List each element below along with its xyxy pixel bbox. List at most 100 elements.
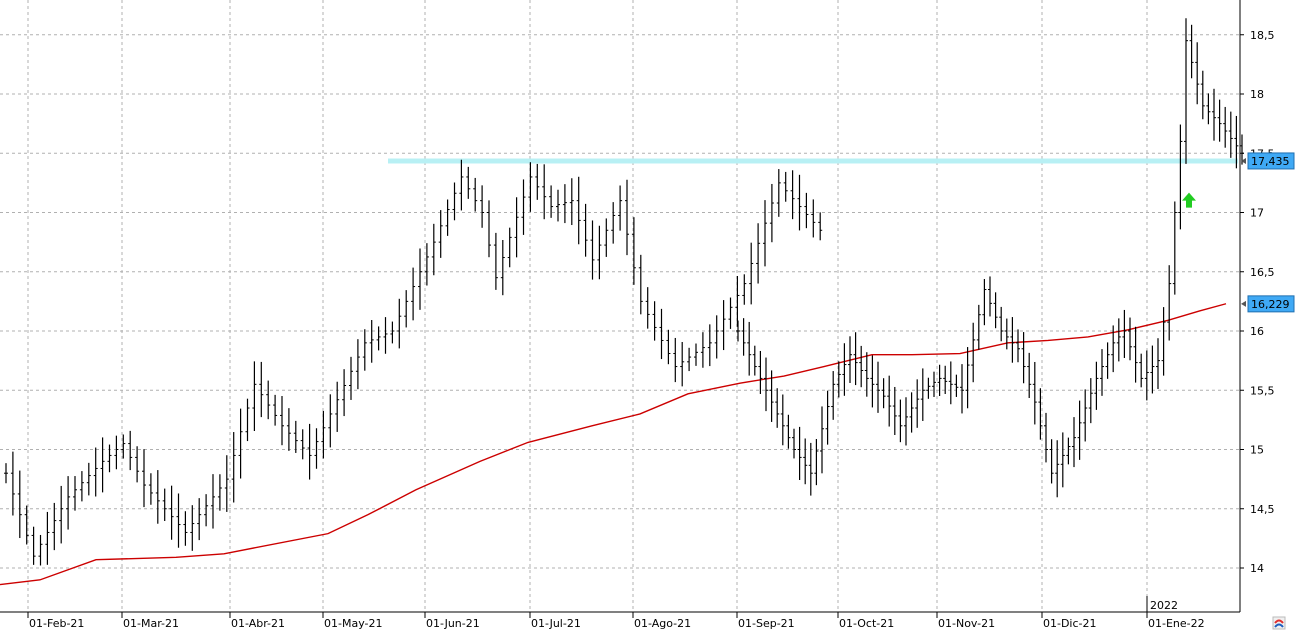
ohlc-bar [10, 451, 15, 516]
ohlc-bar [500, 240, 505, 296]
ohlc-bar [1116, 318, 1121, 362]
ohlc-bar [786, 414, 791, 449]
x-tick-label: 01-Ago-21 [634, 617, 691, 630]
ohlc-bar [321, 410, 326, 459]
ohlc-bar [811, 199, 816, 238]
y-tick-label: 16,5 [1250, 266, 1275, 279]
ohlc-bar [542, 164, 547, 220]
x-tick-label: 01-Jul-21 [531, 617, 581, 630]
ohlc-bar [280, 396, 284, 446]
ohlc-bar [735, 275, 740, 327]
ohlc-bar [1122, 309, 1127, 358]
ohlc-bar [569, 178, 574, 226]
ohlc-bar [694, 343, 698, 366]
ohlc-bar [155, 470, 160, 524]
ohlc-bar [965, 347, 970, 409]
ohlc-bar [1072, 417, 1076, 468]
ohlc-bar [349, 356, 353, 400]
corner-logo-mark [1274, 623, 1284, 628]
ohlc-bar [197, 498, 202, 541]
ohlc-bar [1128, 317, 1132, 361]
ohlc-bar [870, 355, 875, 408]
ohlc-bar [1105, 342, 1110, 379]
ohlc-bar [721, 300, 726, 351]
ohlc-bar [687, 347, 692, 372]
ohlc-bar [1167, 265, 1172, 341]
ohlc-bar [645, 287, 650, 329]
ohlc-bar [514, 197, 519, 258]
ohlc-bar [45, 511, 50, 565]
ohlc-bar [898, 399, 903, 443]
ohlc-bar [1206, 93, 1211, 125]
ohlc-bar [204, 494, 209, 527]
ohlc-bar [86, 462, 91, 496]
ohlc-bar [383, 317, 388, 354]
ohlc-bar [487, 200, 491, 258]
ohlc-bar [797, 426, 802, 481]
x-tick-label: 01-May-21 [324, 617, 382, 630]
ohlc-bar [820, 406, 824, 474]
ohlc-bar [932, 371, 936, 397]
x-tick-label: 01-Dic-21 [1043, 617, 1097, 630]
price-tag-pointer [1241, 300, 1246, 307]
ohlc-bar [604, 218, 609, 257]
ohlc-bar [971, 322, 976, 383]
ohlc-bar [397, 298, 402, 349]
ohlc-bar [355, 339, 360, 390]
ohlc-bar [1060, 432, 1065, 488]
ohlc-bar [780, 394, 785, 446]
ohlc-bar [763, 200, 767, 267]
ohlc-bar [920, 368, 925, 421]
ohlc-bar [52, 502, 57, 551]
ohlc-bar [1212, 88, 1216, 141]
ohlc-bar [238, 408, 243, 479]
ohlc-bar [445, 199, 450, 236]
grid-layer [0, 0, 1240, 612]
x-tick-label: 01-Nov-21 [938, 617, 995, 630]
y-tick-label: 16 [1250, 325, 1264, 338]
ohlc-bar [758, 350, 763, 394]
ohlc-bar [314, 428, 319, 469]
ohlc-bar [904, 397, 908, 446]
ohlc-bar [252, 361, 257, 431]
ohlc-bar [128, 430, 133, 471]
x-tick-label: 01-Feb-21 [29, 617, 84, 630]
ohlc-bar [790, 170, 795, 220]
ohlc-bar [948, 361, 953, 405]
ohlc-bar [1004, 318, 1009, 350]
ohlc-bar [803, 438, 808, 485]
ohlc-bar [224, 455, 229, 512]
ohlc-bar [742, 274, 747, 305]
ohlc-bar [376, 326, 381, 351]
ohlc-bar [114, 435, 119, 470]
ohlc-bar [999, 306, 1004, 342]
ohlc-bar [17, 470, 22, 539]
ohlc-bar [549, 185, 554, 218]
ohlc-bar [638, 254, 643, 315]
ohlc-bar [79, 471, 84, 502]
price-tag-label: 16,229 [1251, 298, 1290, 311]
ohlc-bar [814, 439, 819, 486]
ohlc-bar [390, 321, 395, 344]
ohlc-bar [38, 534, 43, 566]
ohlc-bar [1088, 378, 1093, 424]
ohlc-bar [404, 290, 409, 328]
ohlc-bar [493, 232, 498, 290]
ohlc-bar [1027, 352, 1032, 399]
ohlc-bar [631, 217, 636, 285]
ohlc-bar [859, 345, 864, 388]
ohlc-bar [926, 377, 931, 399]
x-tick-label: 01-Jun-21 [426, 617, 480, 630]
ohlc-bar [369, 320, 374, 363]
price-tag-box [1247, 152, 1295, 170]
ohlc-bar [831, 371, 836, 420]
ohlc-bar [1032, 361, 1037, 425]
price-tag: 16,229 [1241, 295, 1295, 313]
ohlc-bar [747, 321, 752, 376]
ohlc-bar [818, 212, 823, 241]
y-tick-label: 15,5 [1250, 384, 1275, 397]
price-tags-layer: 17,435 16,229 [1241, 152, 1295, 313]
moving-average-layer [0, 303, 1227, 586]
ohlc-bar [176, 493, 181, 548]
